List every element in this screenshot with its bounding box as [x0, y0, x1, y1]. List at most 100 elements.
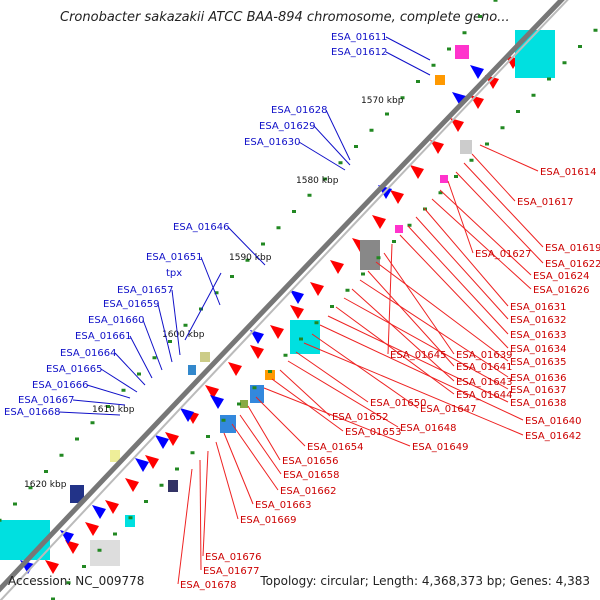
marker-dot	[493, 0, 498, 2]
leader-line	[471, 153, 516, 202]
marker-dot	[376, 256, 381, 260]
gene-label-right: ESA_01648	[400, 423, 457, 434]
gene-label-left: ESA_01668	[4, 407, 61, 418]
gene-block	[250, 385, 264, 403]
leader-line	[415, 216, 509, 320]
leader-line	[439, 189, 532, 276]
leader-line	[223, 432, 254, 505]
leader-line	[311, 333, 419, 409]
gene-label-right: ESA_01636	[510, 373, 567, 384]
marker-dot	[75, 437, 79, 441]
leader-line	[303, 342, 524, 436]
gene-block	[290, 320, 320, 354]
leader-line	[247, 405, 281, 461]
leader-line	[327, 315, 509, 403]
marker-dot	[230, 275, 234, 278]
marker-dot	[190, 451, 195, 455]
marker-dot	[578, 45, 582, 48]
label-leaders	[58, 36, 544, 585]
marker-dot	[237, 402, 241, 406]
kbp-tick-label: 1610 kbp	[92, 405, 135, 415]
marker-dot	[562, 61, 567, 65]
gene-label-left: ESA_01667	[18, 395, 75, 406]
gene-label-right: ESA_01626	[533, 285, 590, 296]
gene-block	[240, 400, 248, 408]
leader-line	[263, 387, 411, 447]
gene-arrow	[250, 330, 264, 344]
leader-line	[215, 441, 239, 520]
gene-label-right: ESA_01644	[456, 390, 513, 401]
marker-dot	[82, 565, 86, 568]
marker-dot	[183, 323, 188, 327]
gene-label-right: ESA_01669	[240, 515, 297, 526]
gene-label-right: ESA_01617	[517, 197, 574, 208]
leader-line	[287, 360, 399, 428]
leader-line	[431, 198, 532, 290]
marker-dot	[28, 486, 33, 490]
leader-line	[86, 384, 131, 399]
gene-label-right: ESA_01631	[510, 302, 567, 313]
leader-line	[423, 207, 509, 307]
leader-line	[239, 414, 282, 475]
leader-line	[231, 423, 279, 491]
kbp-tick-label: 1600 kbp	[162, 330, 205, 340]
marker-dot	[128, 516, 133, 520]
gene-label-right: ESA_01677	[203, 566, 260, 577]
gene-label-left: ESA_01629	[259, 121, 316, 132]
marker-dot	[431, 63, 436, 67]
gene-label-right: ESA_01619	[545, 243, 600, 254]
gene-block	[125, 515, 135, 527]
marker-dot	[547, 77, 551, 81]
leader-line	[343, 297, 509, 390]
marker-dot	[44, 470, 48, 473]
gene-label-right: ESA_01678	[180, 580, 237, 591]
gene-label-right: ESA_01635	[510, 357, 567, 368]
gene-arrow	[65, 540, 79, 554]
marker-dot	[175, 467, 179, 471]
gene-block	[110, 450, 120, 462]
gene-arrow	[125, 478, 139, 492]
gene-label-left: tpx	[166, 268, 182, 279]
marker-dot	[90, 421, 95, 425]
kbp-tick-label: 1590 kbp	[229, 253, 272, 263]
gene-block	[70, 485, 84, 503]
leader-line	[407, 225, 509, 335]
gene-label-right: ESA_01624	[533, 271, 590, 282]
gene-label-left: ESA_01651	[146, 252, 203, 263]
leader-line	[177, 468, 193, 585]
gene-arrow	[470, 65, 484, 79]
gene-label-right: ESA_01649	[412, 442, 469, 453]
gene-block	[440, 175, 448, 183]
marker-dot	[152, 356, 157, 360]
leader-line	[184, 272, 222, 341]
leader-line	[463, 162, 544, 248]
marker-dot	[330, 305, 334, 308]
marker-dot	[500, 126, 505, 130]
gene-label-right: ESA_01645	[390, 350, 447, 361]
gene-block	[360, 240, 380, 270]
leader-line	[335, 306, 455, 395]
marker-dot	[531, 93, 536, 97]
marker-dot	[400, 96, 405, 100]
marker-dot	[345, 288, 350, 292]
gene-block	[265, 370, 275, 380]
gene-block	[168, 480, 178, 492]
gene-block	[188, 365, 196, 375]
marker-dot	[462, 31, 467, 35]
gene-label-right: ESA_01634	[510, 344, 567, 355]
marker-dot	[407, 223, 412, 227]
gene-arrow	[310, 282, 324, 296]
marker-dot	[137, 372, 141, 376]
gene-arrow	[135, 458, 149, 472]
gene-arrow	[290, 305, 304, 319]
gene-block	[455, 45, 469, 59]
leader-line	[359, 279, 509, 378]
marker-dot	[385, 112, 389, 116]
marker-dot	[206, 435, 210, 438]
marker-dot	[159, 483, 164, 487]
leader-line	[295, 351, 369, 403]
marker-dot	[438, 191, 443, 195]
